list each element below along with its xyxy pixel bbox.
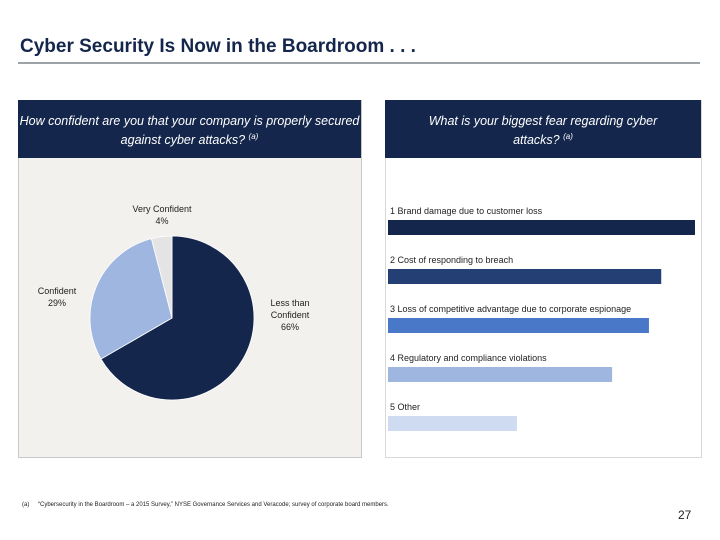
bar-title-note: (a)	[563, 132, 573, 141]
pie-slice	[89, 238, 173, 360]
pie-title-note: (a)	[248, 132, 259, 141]
bar-label: 1 Brand damage due to customer loss	[390, 206, 543, 216]
bar	[388, 367, 613, 382]
slide-title: Cyber Security Is Now in the Boardroom .…	[20, 36, 416, 57]
pie-category-label: Confident	[37, 286, 77, 296]
pie-header: How confident are you that your company …	[18, 100, 361, 158]
pie-title: How confident are you that your company …	[19, 114, 360, 148]
footnote-text: “Cybersecurity in the Boardroom – a 2015…	[38, 502, 389, 508]
bar-label: 4 Regulatory and compliance violations	[390, 353, 547, 363]
bar-header: What is your biggest fear regarding cybe…	[385, 100, 701, 158]
bar-label: 2 Cost of responding to breach	[390, 255, 513, 265]
bar	[388, 318, 649, 333]
footnote-marker: (a)	[22, 502, 30, 508]
pie-label-box: Very Confident 4%	[117, 203, 207, 227]
pie-slice	[100, 235, 255, 401]
pie-label-box: Confident 29%	[27, 285, 87, 309]
page-number: 27	[678, 508, 692, 522]
pie-value-label: 4%	[155, 216, 169, 226]
bar	[388, 220, 695, 235]
bar-label: 3 Loss of competitive advantage due to c…	[390, 304, 631, 314]
pie-category-label: Less than Confident	[270, 298, 310, 320]
pie-slice	[150, 235, 173, 319]
pie-value-label: 29%	[47, 298, 66, 308]
bar	[388, 416, 517, 431]
pie-value-label: 66%	[280, 322, 299, 332]
bar-label: 5 Other	[390, 402, 420, 412]
bar	[388, 269, 662, 284]
bar-title: What is your biggest fear regarding cybe…	[428, 114, 658, 148]
title-rule	[18, 62, 700, 64]
pie-label-box: Less than Confident 66%	[260, 297, 320, 333]
pie-category-label: Very Confident	[132, 204, 192, 214]
